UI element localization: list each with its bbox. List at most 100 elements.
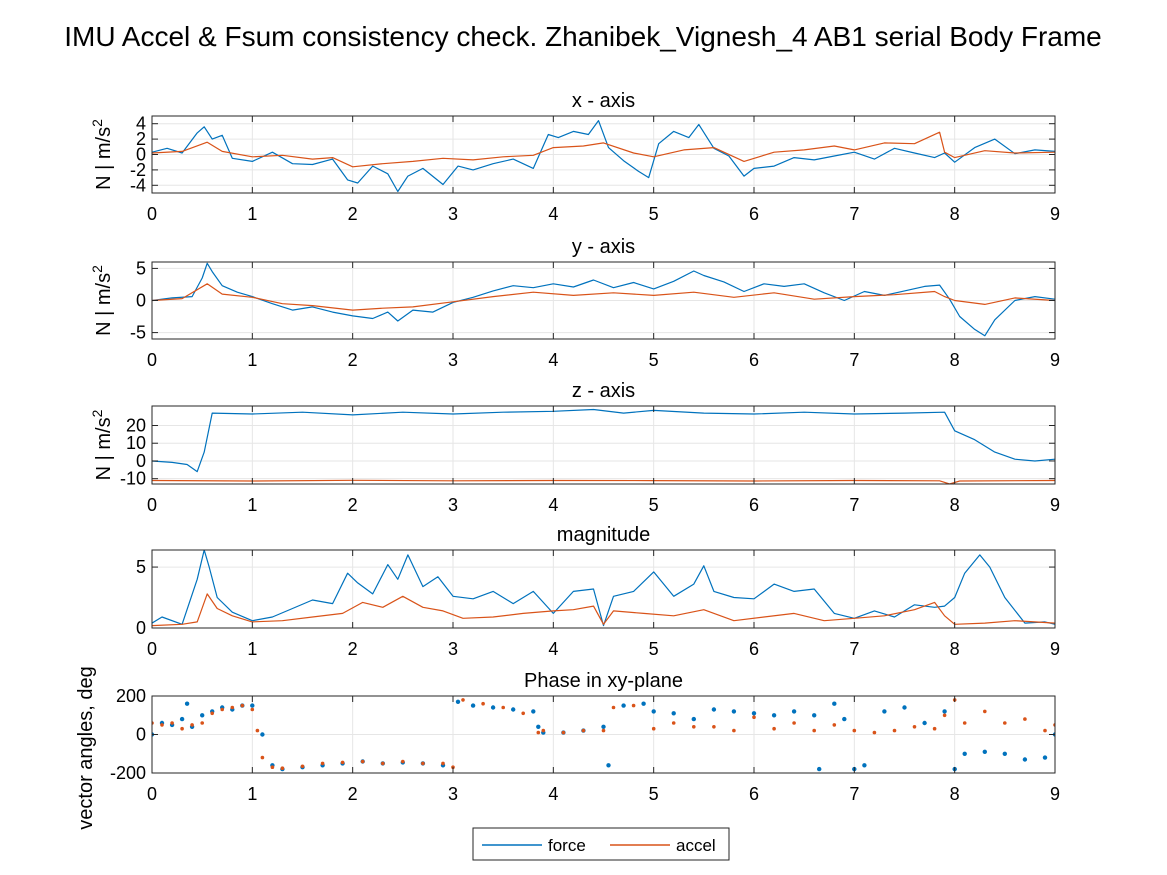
series-line-force [152,262,1055,337]
x-tick-label: 0 [147,495,157,515]
data-point-accel [581,728,586,733]
y-tick-label: 20 [126,416,146,436]
data-point-accel [280,766,285,770]
data-point-force [200,713,205,718]
x-tick-label: 1 [247,204,257,224]
plot-area [152,550,1055,628]
data-point-accel [631,703,636,708]
y-tick-label: 2 [136,129,146,149]
data-point-force [1002,751,1007,756]
y-tick-label: 5 [136,258,146,278]
data-point-accel [962,721,967,725]
legend-accel-label: accel [676,836,716,855]
x-tick-label: 3 [448,204,458,224]
data-point-accel [300,764,305,769]
x-tick-label: 1 [247,784,257,804]
data-point-force [711,707,717,712]
data-point-accel [983,709,987,714]
x-tick-label: 3 [448,495,458,515]
data-point-accel [501,705,506,710]
x-tick-label: 8 [950,495,960,515]
x-tick-label: 3 [448,784,458,804]
y-tick-label: 0 [136,618,146,638]
x-tick-label: 6 [749,204,759,224]
data-point-accel [832,723,837,727]
legend: force accel [472,827,730,861]
data-point-accel [541,728,546,733]
data-point-accel [160,723,164,727]
x-tick-label: 8 [950,784,960,804]
series-group [152,550,1055,627]
subplot-title: z - axis [572,380,635,402]
x-tick-label: 2 [348,204,358,224]
x-tick-label: 0 [147,204,157,224]
axes-box [151,405,1056,485]
x-tick-label: 9 [1050,639,1060,659]
x-tick-label: 9 [1050,204,1060,224]
x-tick-label: 0 [147,350,157,370]
data-point-force [751,711,757,716]
y-axis-label: vector angles, deg [75,666,97,829]
y-tick-label: 200 [116,686,146,706]
x-tick-label: 6 [749,495,759,515]
data-point-force [882,709,887,714]
x-tick-label: 1 [247,350,257,370]
data-point-accel [421,761,425,766]
series-line-force [152,408,1055,473]
data-point-accel [1043,728,1047,733]
data-point-force [641,701,646,706]
data-point-accel [1003,721,1007,725]
y-tick-label: 10 [126,433,146,453]
x-tick-label: 4 [548,350,558,370]
data-point-accel [1023,717,1027,721]
subplot-title: y - axis [572,236,635,258]
y-tick-label: 0 [136,291,146,311]
data-point-force [982,749,987,754]
y-tick-label: 4 [136,114,146,134]
data-point-accel [320,761,325,766]
x-tick-label: 5 [649,204,659,224]
subplot-4: 0 1 2 3 4 5 6 7 8 9 0 5 magnitude [136,524,1060,659]
y-tick-label: -10 [120,469,146,489]
x-tick-label: 7 [849,784,859,804]
data-point-force [832,701,837,706]
legend-force-label: force [548,836,586,855]
y-tick-label: 0 [136,725,146,745]
y-tick-label: 0 [136,451,146,471]
data-point-force [791,709,797,714]
data-point-force [511,707,516,712]
y-tick-label: -2 [130,160,146,180]
data-point-force [812,713,817,718]
x-tick-label: 7 [849,204,859,224]
series-line-accel [152,131,1055,168]
x-tick-label: 6 [749,639,759,659]
data-point-force [862,763,867,768]
data-point-accel [932,726,937,731]
data-point-accel [381,761,385,766]
data-point-force [601,724,606,729]
series-line-accel [152,283,1055,311]
data-point-force [671,711,676,716]
y-axis-label: N | m/s2 [89,265,115,336]
series-group [152,120,1055,193]
data-point-accel [180,726,184,731]
legend-box [472,827,730,861]
x-tick-label: 4 [548,639,558,659]
x-tick-label: 2 [348,495,358,515]
data-point-accel [401,759,405,764]
data-point-accel [692,725,696,729]
x-tick-label: 5 [649,639,659,659]
x-tick-label: 9 [1050,495,1060,515]
data-point-accel [601,728,606,733]
figure-title: IMU Accel & Fsum consistency check. Zhan… [64,21,1102,52]
data-point-force [962,751,967,756]
data-point-accel [250,707,255,712]
data-point-force [691,716,696,722]
data-point-accel [912,725,917,729]
x-tick-label: 8 [950,639,960,659]
data-point-accel [712,725,716,729]
y-tick-label: 5 [136,557,146,577]
data-point-accel [481,701,485,706]
